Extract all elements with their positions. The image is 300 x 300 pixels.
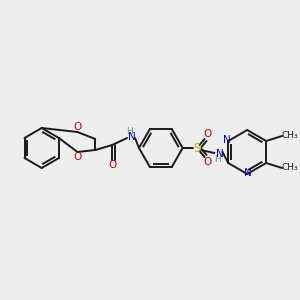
Text: N: N xyxy=(224,135,231,145)
Text: N: N xyxy=(215,149,223,159)
Text: O: O xyxy=(108,160,116,170)
Text: O: O xyxy=(203,157,211,167)
Text: CH₃: CH₃ xyxy=(282,131,298,140)
Text: H: H xyxy=(126,127,132,136)
Text: O: O xyxy=(203,129,211,139)
Text: N: N xyxy=(244,168,252,178)
Text: S: S xyxy=(193,142,200,154)
Text: O: O xyxy=(73,122,82,132)
Text: H: H xyxy=(214,155,221,164)
Text: CH₃: CH₃ xyxy=(282,164,298,172)
Text: N: N xyxy=(128,132,136,142)
Text: O: O xyxy=(73,152,82,162)
